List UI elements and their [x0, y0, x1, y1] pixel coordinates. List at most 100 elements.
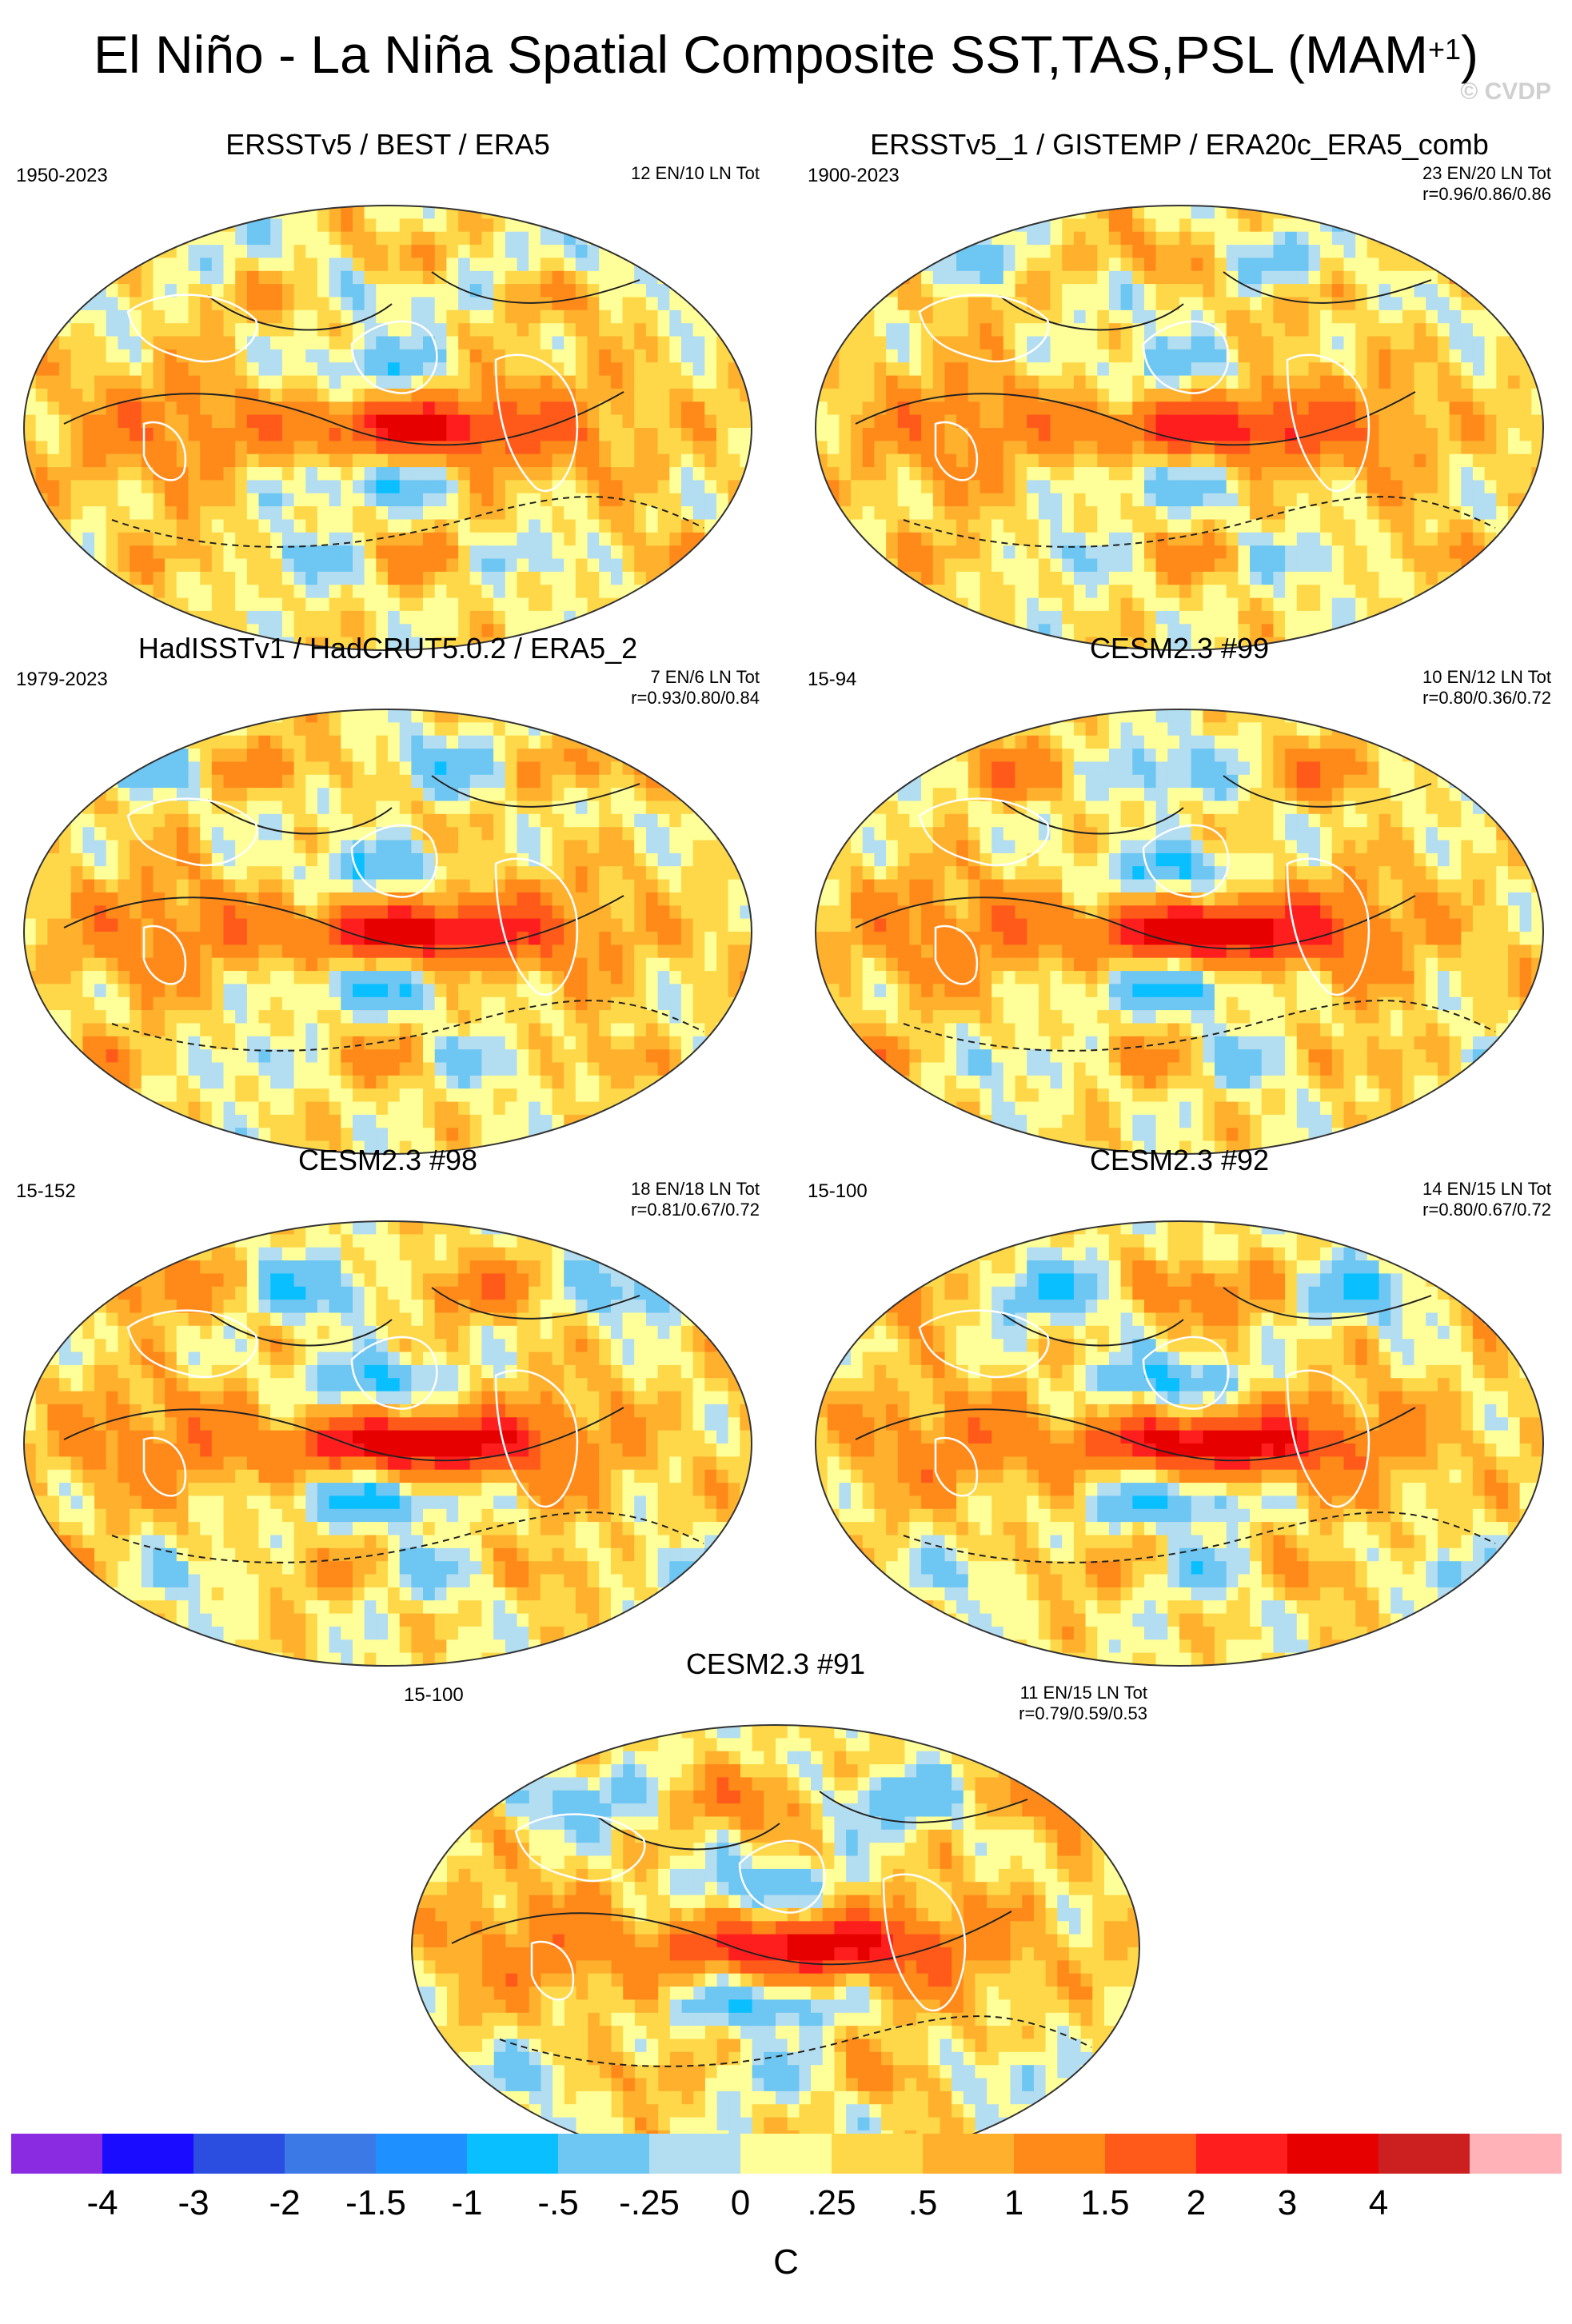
- psl-contour: [431, 271, 640, 304]
- coastline: [494, 857, 579, 996]
- coastline: [350, 824, 438, 898]
- panel-event-counts: 14 EN/15 LN Tot: [1422, 1179, 1551, 1199]
- psl-contour: [1223, 271, 1432, 304]
- legend-swatch: [1105, 2134, 1197, 2174]
- psl-contour: [431, 775, 640, 808]
- panel-event-counts: 12 EN/10 LN Tot: [630, 163, 760, 183]
- panel-title: CESM2.3 #99: [1089, 632, 1270, 665]
- panel-period: 15-100: [808, 1180, 868, 1202]
- legend-swatch: [649, 2134, 741, 2174]
- legend-tick-label: -.5: [537, 2183, 579, 2222]
- legend-swatch: [194, 2134, 285, 2174]
- panel-period: 15-94: [808, 669, 857, 690]
- legend-tick-label: -3: [178, 2183, 209, 2222]
- panel-pattern-correlation: r=0.80/0.67/0.72: [1422, 1200, 1551, 1220]
- sst-field: [412, 1725, 1139, 2170]
- coastline: [1142, 320, 1230, 394]
- psl-contour: [63, 1407, 624, 1462]
- robinson-map: [410, 1724, 1141, 2170]
- robinson-map: [814, 709, 1545, 1155]
- coastline: [934, 421, 979, 481]
- panel-period: 1950-2023: [16, 165, 108, 186]
- legend-swatch: [102, 2134, 194, 2174]
- panel-title: CESM2.3 #92: [1089, 1144, 1270, 1176]
- coastline: [142, 421, 187, 481]
- legend-swatch: [11, 2134, 103, 2174]
- legend-units: C: [773, 2242, 799, 2282]
- legend-swatch: [1196, 2134, 1288, 2174]
- psl-contour: [111, 1000, 704, 1052]
- panel-event-counts: 7 EN/6 LN Tot: [650, 667, 760, 687]
- legend-swatch: [1378, 2134, 1470, 2174]
- map-panel-5: CESM2.3 #98 15-152 18 EN/18 LN Tot r=0.81/0…: [16, 1144, 760, 1671]
- coastline: [918, 797, 1050, 867]
- panel-pattern-correlation: r=0.80/0.36/0.72: [1422, 688, 1551, 708]
- coastline: [126, 1309, 258, 1379]
- legend-swatch: [1014, 2134, 1106, 2174]
- psl-contour: [1223, 775, 1432, 808]
- map-panel-1: ERSSTv5 / BEST / ERA5 1950-2023 12 EN/10 L…: [16, 128, 760, 656]
- robinson-map: [22, 1220, 753, 1667]
- legend-tick-label: .5: [908, 2183, 938, 2222]
- psl-contour: [999, 1311, 1184, 1347]
- figure-title-close: ): [1461, 25, 1478, 84]
- psl-contour: [999, 295, 1184, 331]
- coastline: [514, 1813, 646, 1883]
- robinson-map: [814, 1220, 1545, 1667]
- coastline: [126, 797, 258, 867]
- map-border: [814, 205, 1545, 651]
- psl-contour: [903, 1000, 1496, 1052]
- coastline: [738, 1839, 826, 1914]
- panel-period: 1979-2023: [16, 669, 108, 690]
- legend-tick-label: 4: [1368, 2183, 1389, 2222]
- coastline: [530, 1940, 575, 2001]
- coastline: [142, 924, 187, 985]
- coastline: [918, 1309, 1050, 1379]
- map-border: [814, 1220, 1545, 1667]
- panel-pattern-correlation: r=0.96/0.86/0.86: [1422, 184, 1551, 204]
- robinson-map: [22, 709, 753, 1155]
- figure-title-text: El Niño - La Niña Spatial Composite SST,…: [94, 25, 1428, 84]
- coastline: [494, 353, 579, 493]
- legend-swatch: [558, 2134, 650, 2174]
- sst-field: [816, 709, 1543, 1154]
- psl-contour: [207, 295, 393, 331]
- psl-contour: [451, 1911, 1012, 1966]
- coastline: [934, 924, 979, 985]
- robinson-map: [814, 205, 1545, 651]
- psl-contour: [207, 1311, 393, 1347]
- legend-swatch: [467, 2134, 559, 2174]
- coastline: [1286, 353, 1371, 493]
- legend-tick-label: 0: [730, 2183, 751, 2222]
- panel-period: 1900-2023: [808, 165, 900, 186]
- panel-event-counts: 23 EN/20 LN Tot: [1422, 163, 1551, 183]
- color-legend: [11, 2134, 1562, 2174]
- legend-tick-label: 1: [1003, 2183, 1024, 2222]
- map-panel-4: CESM2.3 #99 15-94 10 EN/12 LN Tot r=0.80/0.…: [808, 632, 1551, 1160]
- coastline: [1286, 1369, 1371, 1508]
- legend-tick-label: .25: [807, 2183, 856, 2222]
- map-border: [22, 205, 753, 651]
- legend-tick-label: 3: [1277, 2183, 1298, 2222]
- coastline: [350, 1336, 438, 1410]
- legend-tick-label: 2: [1186, 2183, 1207, 2222]
- panel-title: ERSSTv5_1 / GISTEMP / ERA20c_ERA5_comb: [870, 128, 1489, 161]
- legend-tick-label: -.25: [619, 2183, 680, 2222]
- coastline: [142, 1436, 187, 1497]
- legend-swatch: [1470, 2134, 1562, 2174]
- psl-contour: [111, 1511, 704, 1563]
- legend-tick-label: -4: [86, 2183, 118, 2222]
- legend-swatch: [1287, 2134, 1379, 2174]
- panel-pattern-correlation: r=0.81/0.67/0.72: [631, 1200, 760, 1220]
- panel-event-counts: 11 EN/15 LN Tot: [1019, 1683, 1147, 1703]
- legend-tick-label: 1.5: [1080, 2183, 1130, 2222]
- legend-swatch: [285, 2134, 377, 2174]
- coastline: [918, 293, 1050, 363]
- robinson-map: [22, 205, 753, 651]
- psl-contour: [207, 799, 393, 835]
- psl-contour: [819, 1791, 1028, 1823]
- coastline: [494, 1369, 579, 1508]
- panel-title: HadISSTv1 / HadCRUT5.0.2 / ERA5_2: [138, 632, 638, 665]
- coastline: [1142, 824, 1230, 898]
- panel-title: ERSSTv5 / BEST / ERA5: [225, 128, 550, 161]
